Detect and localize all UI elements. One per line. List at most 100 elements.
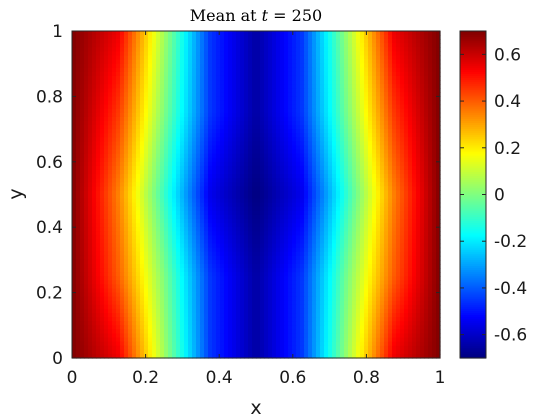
heatmap-cell [236, 206, 241, 212]
heatmap-cell [276, 214, 281, 220]
heatmap-cell [420, 133, 425, 138]
heatmap-cell [228, 39, 233, 44]
heatmap-cell [140, 100, 145, 106]
heatmap-cell [408, 39, 413, 44]
heatmap-cell [392, 145, 397, 151]
heatmap-cell [368, 206, 373, 212]
heatmap-cell [412, 108, 417, 114]
heatmap-cell [376, 235, 381, 241]
heatmap-cell [116, 206, 121, 212]
heatmap-cell [124, 206, 129, 212]
heatmap-cell [240, 239, 245, 245]
heatmap-cell [116, 149, 121, 155]
heatmap-cell [176, 169, 181, 175]
heatmap-cell [96, 67, 101, 73]
heatmap-cell [356, 145, 361, 151]
heatmap-cell [424, 137, 429, 142]
heatmap-cell [324, 165, 329, 171]
heatmap-cell [420, 71, 425, 77]
heatmap-cell [104, 71, 109, 77]
heatmap-cell [396, 88, 401, 93]
heatmap-cell [280, 96, 285, 102]
heatmap-cell [336, 51, 341, 57]
heatmap-cell [340, 133, 345, 138]
heatmap-cell [316, 186, 321, 192]
heatmap-cell [360, 96, 365, 102]
heatmap-cell [400, 120, 405, 126]
heatmap-cell [328, 223, 333, 228]
heatmap-cell [132, 219, 137, 224]
heatmap-cell [132, 235, 137, 241]
heatmap-cell [344, 137, 349, 142]
heatmap-cell [436, 96, 441, 102]
heatmap-cell [308, 39, 313, 44]
heatmap-cell [224, 202, 229, 208]
heatmap-cell [316, 47, 321, 53]
heatmap-cell [96, 116, 101, 122]
heatmap-cell [196, 137, 201, 142]
heatmap-cell [344, 227, 349, 232]
heatmap-cell [328, 145, 333, 151]
heatmap-cell [72, 51, 77, 57]
heatmap-cell [292, 223, 297, 228]
heatmap-cell [104, 251, 109, 257]
heatmap-cell [108, 137, 113, 142]
heatmap-cell [80, 198, 85, 204]
heatmap-cell [328, 112, 333, 118]
heatmap-cell [260, 235, 265, 241]
heatmap-cell [376, 214, 381, 220]
heatmap-cell [396, 67, 401, 73]
heatmap-cell [72, 129, 77, 134]
heatmap-cell [244, 157, 249, 163]
heatmap-cell [152, 231, 157, 236]
heatmap-cell [172, 174, 177, 179]
heatmap-cell [348, 39, 353, 44]
heatmap-cell [380, 235, 385, 241]
heatmap-cell [352, 174, 357, 179]
heatmap-cell [144, 235, 149, 241]
heatmap-cell [184, 112, 189, 118]
heatmap-cell [340, 43, 345, 48]
heatmap-cell [268, 108, 273, 114]
heatmap-cell [136, 104, 141, 110]
heatmap-cell [436, 165, 441, 171]
heatmap-cell [216, 157, 221, 163]
heatmap-cell [240, 190, 245, 196]
heatmap-cell [232, 239, 237, 245]
heatmap-cell [148, 92, 153, 97]
heatmap-cell [296, 206, 301, 212]
heatmap-cell [356, 178, 361, 183]
heatmap-cell [424, 51, 429, 57]
heatmap-cell [176, 88, 181, 93]
heatmap-cell [188, 108, 193, 114]
heatmap-cell [168, 51, 173, 57]
heatmap-cell [428, 129, 433, 134]
heatmap-cell [268, 194, 273, 200]
heatmap-cell [316, 161, 321, 167]
heatmap-cell [292, 55, 297, 61]
heatmap-cell [164, 239, 169, 245]
heatmap-cell [88, 80, 93, 85]
heatmap-cell [132, 169, 137, 175]
heatmap-cell [340, 149, 345, 155]
heatmap-cell [76, 112, 81, 118]
heatmap-cell [432, 104, 437, 110]
heatmap-cell [160, 251, 165, 257]
heatmap-cell [240, 223, 245, 228]
heatmap-cell [208, 112, 213, 118]
heatmap-cell [436, 157, 441, 163]
heatmap-cell [280, 31, 285, 36]
heatmap-cell [280, 231, 285, 236]
heatmap-cell [416, 247, 421, 253]
heatmap-cell [388, 120, 393, 126]
heatmap-cell [100, 198, 105, 204]
heatmap-cell [428, 63, 433, 69]
heatmap-cell [232, 125, 237, 130]
heatmap-cell [164, 141, 169, 147]
heatmap-cell [156, 239, 161, 245]
heatmap-cell [228, 120, 233, 126]
heatmap-cell [352, 92, 357, 97]
heatmap-cell [412, 165, 417, 171]
heatmap-cell [340, 59, 345, 65]
heatmap-cell [348, 190, 353, 196]
